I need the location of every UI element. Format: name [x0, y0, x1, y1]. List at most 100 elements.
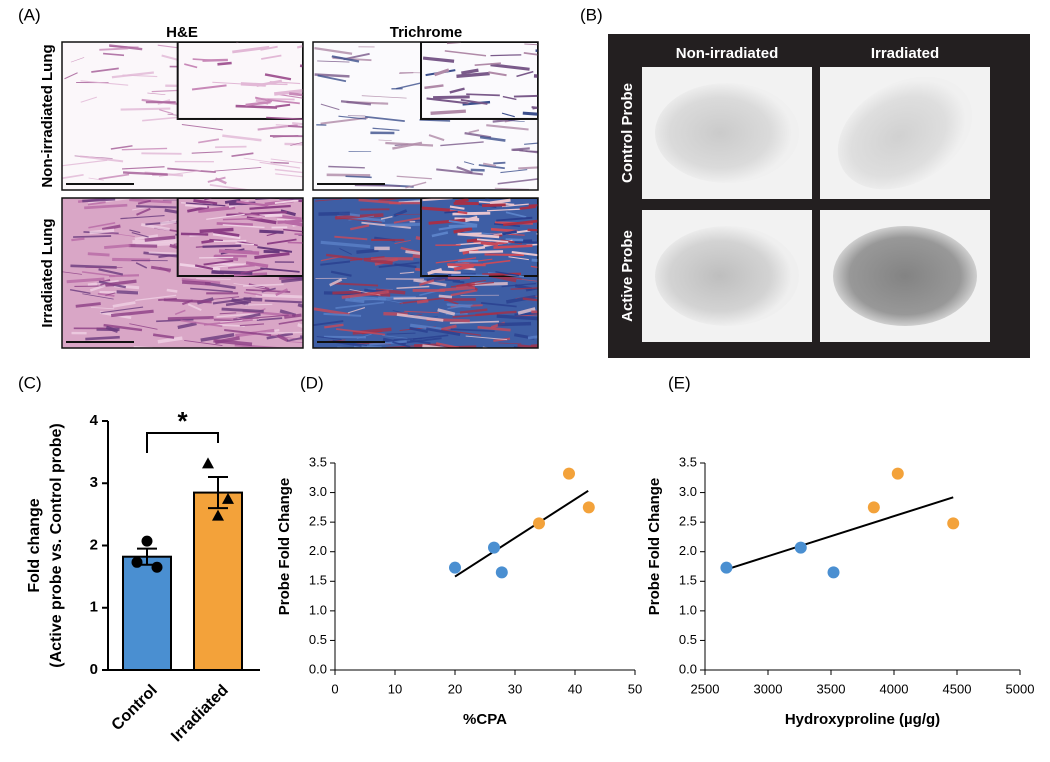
tissue-strand — [103, 323, 143, 332]
tissue-strand — [378, 296, 416, 299]
point — [488, 541, 500, 554]
tissue-strand — [405, 181, 427, 189]
tissue-strand — [120, 107, 171, 111]
inset-strand — [266, 116, 303, 121]
tissue-strand — [314, 73, 350, 78]
tissue-strand — [73, 235, 112, 238]
tissue-strand — [191, 151, 223, 154]
inset-strand — [277, 219, 303, 224]
inset-strand — [453, 264, 475, 271]
tissue-strand — [105, 325, 119, 333]
panel-label: (C) — [18, 373, 42, 392]
column-label: H&E — [166, 24, 198, 41]
tissue-strand — [85, 335, 120, 341]
tissue-strand — [221, 307, 264, 313]
inset-strand — [535, 49, 538, 52]
y-tick-label: 2 — [90, 536, 98, 553]
tissue-strand — [369, 340, 407, 346]
tissue-strand — [131, 232, 149, 238]
tissue-strand — [435, 342, 459, 348]
inset-strand — [257, 246, 293, 253]
inset-strand — [452, 211, 491, 216]
significance-bracket — [146, 432, 219, 453]
tissue-strand — [135, 262, 148, 269]
tissue-strand — [422, 344, 453, 348]
tissue-strand — [157, 336, 183, 344]
tissue-strand — [64, 72, 78, 80]
tissue-strand — [450, 281, 495, 288]
tissue-strand — [365, 115, 405, 122]
tissue-strand — [152, 333, 175, 339]
tissue-strand — [439, 286, 475, 292]
inset-strand — [180, 232, 209, 236]
inset-strand — [501, 203, 529, 208]
y-axis-label: Fold change — [26, 498, 43, 592]
tissue-strand — [62, 271, 82, 275]
inset-strand — [528, 204, 538, 207]
inset — [420, 42, 538, 120]
inset-strand — [235, 242, 255, 246]
point — [794, 541, 807, 554]
inset-strand — [260, 267, 300, 273]
inset-strand — [424, 84, 444, 90]
tissue-strand — [278, 319, 303, 325]
inset-strand — [211, 262, 253, 269]
tissue-strand — [386, 332, 416, 335]
tissue-strand — [62, 173, 84, 180]
x-tick-label: 50 — [628, 681, 642, 696]
tissue-strand — [69, 288, 91, 295]
tissue-strand — [87, 201, 106, 206]
tissue-strand — [234, 343, 285, 348]
inset-strand — [199, 227, 234, 234]
tissue-strand — [324, 323, 344, 329]
inset-strand — [537, 254, 538, 257]
point — [720, 561, 733, 574]
tissue-strand — [212, 296, 240, 300]
inset-strand — [459, 232, 482, 236]
inset-strand — [259, 229, 284, 234]
tissue-strand — [334, 217, 383, 223]
inset-strand — [466, 93, 500, 97]
tissue-strand — [317, 74, 347, 83]
inset-strand — [513, 94, 538, 98]
inset-strand — [201, 239, 214, 244]
tissue-strand — [88, 177, 104, 181]
inset-strand — [508, 256, 529, 261]
tissue-strand — [436, 168, 483, 176]
bar — [193, 491, 243, 671]
tissue-strand — [100, 306, 144, 314]
inset-strand — [218, 249, 260, 255]
tissue-strand — [89, 284, 106, 292]
tissue-strand — [122, 166, 165, 170]
tissue-strand — [395, 82, 422, 90]
point — [151, 561, 163, 573]
tissue-strand — [120, 214, 165, 220]
tissue-strand — [339, 248, 352, 255]
inset-strand — [222, 217, 263, 221]
inset-strand — [232, 45, 270, 54]
inset-strand — [527, 228, 538, 232]
inset-strand — [523, 52, 538, 56]
panel-label: (A) — [18, 5, 41, 24]
tissue-strand — [313, 307, 350, 317]
tissue-strand — [103, 52, 125, 57]
tissue-strand — [286, 336, 303, 342]
inset-strand — [203, 259, 234, 266]
tissue-strand — [478, 164, 505, 170]
tissue-strand — [80, 80, 129, 86]
tissue-strand — [297, 303, 303, 308]
x-tick-label: 40 — [568, 681, 582, 696]
tissue-strand — [141, 152, 182, 155]
image-frame — [61, 197, 304, 349]
tissue-strand — [317, 60, 350, 63]
tissue-strand — [112, 257, 151, 262]
histology-image — [313, 42, 538, 190]
column-label: Trichrome — [390, 24, 463, 41]
inset-strand — [451, 274, 489, 277]
y-tick-label: 3.0 — [309, 484, 327, 499]
tissue-strand — [207, 176, 226, 183]
y-tick-label: 2.5 — [309, 514, 327, 529]
inset-strand — [444, 210, 458, 214]
tissue-strand — [500, 169, 528, 174]
